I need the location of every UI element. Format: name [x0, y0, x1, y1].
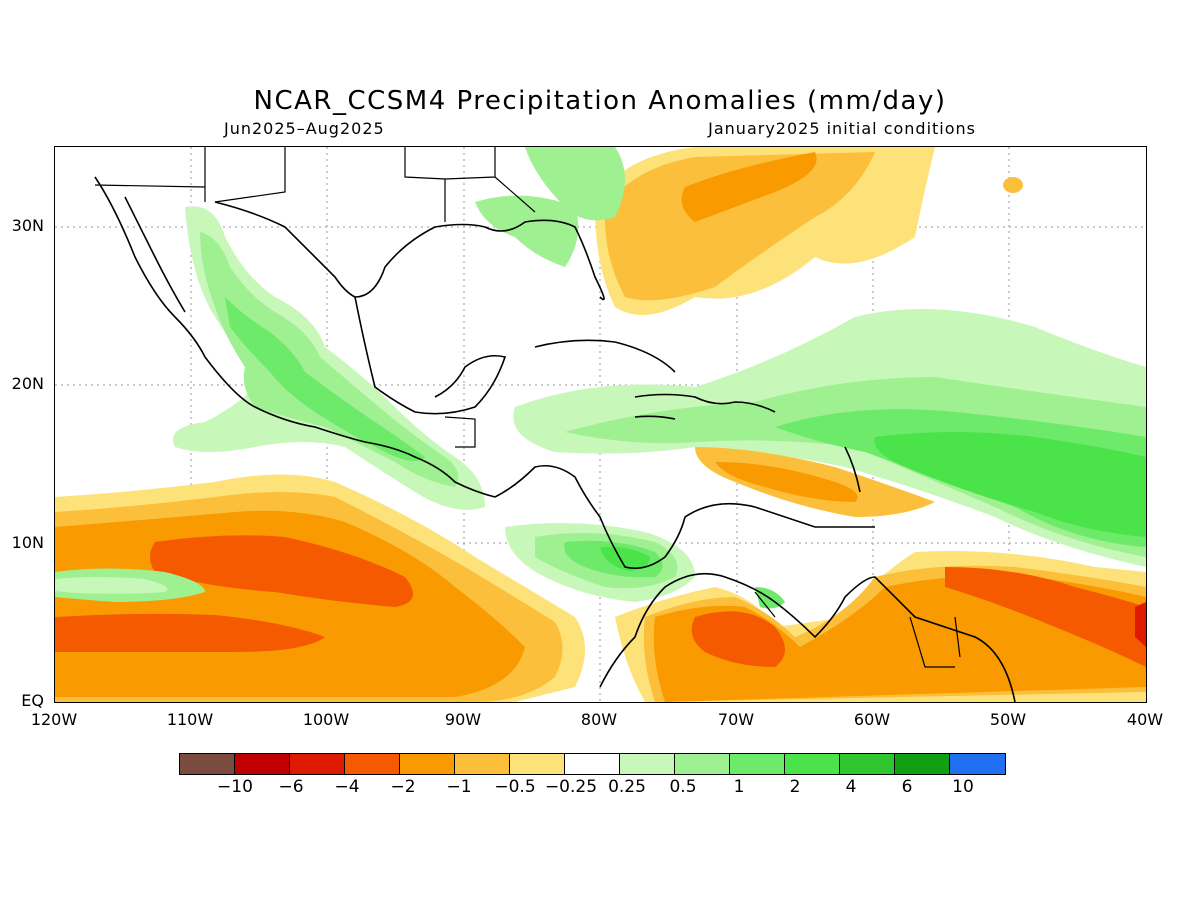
- south-america-dry-anomaly: [615, 447, 1146, 702]
- x-tick-60w: 60W: [853, 710, 891, 729]
- pacific-dry-anomaly: [55, 474, 585, 702]
- legend-label: −2: [390, 777, 416, 797]
- x-tick-110w: 110W: [166, 710, 214, 729]
- legend-swatch: [510, 754, 565, 774]
- legend-swatch: [840, 754, 895, 774]
- y-tick-30n: 30N: [11, 216, 44, 235]
- legend-swatch: [455, 754, 510, 774]
- legend-swatch: [785, 754, 840, 774]
- legend-label: 4: [845, 777, 857, 797]
- legend-label: 2: [789, 777, 801, 797]
- y-tick-eq: EQ: [21, 691, 44, 710]
- legend-swatch: [235, 754, 290, 774]
- borders: [94, 147, 961, 668]
- legend-label: −10: [217, 777, 253, 797]
- legend-swatch: [730, 754, 785, 774]
- color-legend-labels: −10 −6 −4 −2 −1 −0.5 −0.25 0.25 0.5 1 2 4 6 10: [0, 777, 1200, 801]
- legend-swatch: [620, 754, 675, 774]
- central-america-wet-anomaly: [173, 147, 785, 609]
- legend-label: −0.25: [544, 777, 598, 797]
- atlantic-wet-anomaly: [513, 309, 1146, 567]
- legend-label: −1: [446, 777, 472, 797]
- x-tick-40w: 40W: [1126, 710, 1164, 729]
- y-tick-20n: 20N: [11, 374, 44, 393]
- x-tick-70w: 70W: [717, 710, 755, 729]
- legend-label: 0.25: [608, 777, 646, 797]
- x-tick-100w: 100W: [302, 710, 350, 729]
- legend-label: 6: [901, 777, 913, 797]
- legend-label: 0.5: [669, 777, 697, 797]
- x-tick-80w: 80W: [580, 710, 618, 729]
- legend-swatch: [675, 754, 730, 774]
- legend-swatch: [895, 754, 950, 774]
- x-tick-50w: 50W: [989, 710, 1027, 729]
- legend-swatch: [290, 754, 345, 774]
- legend-label: 10: [952, 777, 974, 797]
- forecast-period: Jun2025–Aug2025: [224, 119, 385, 138]
- x-tick-90w: 90W: [444, 710, 482, 729]
- color-legend-bar: [179, 753, 1006, 775]
- legend-swatch: [565, 754, 620, 774]
- legend-swatch: [400, 754, 455, 774]
- legend-label: −0.5: [494, 777, 536, 797]
- legend-label: 1: [733, 777, 745, 797]
- initial-conditions-label: January2025 initial conditions: [708, 119, 976, 138]
- map-title: NCAR_CCSM4 Precipitation Anomalies (mm/d…: [253, 86, 947, 116]
- legend-label: −4: [334, 777, 360, 797]
- y-tick-10n: 10N: [11, 533, 44, 552]
- coastlines: [94, 176, 1016, 702]
- atlantic-dry-anomaly: [595, 147, 1023, 315]
- legend-label: −6: [278, 777, 304, 797]
- precipitation-anomaly-map: [54, 146, 1147, 703]
- legend-swatch: [180, 754, 235, 774]
- legend-swatch: [345, 754, 400, 774]
- x-tick-120w: 120W: [30, 710, 78, 729]
- legend-swatch: [950, 754, 1005, 774]
